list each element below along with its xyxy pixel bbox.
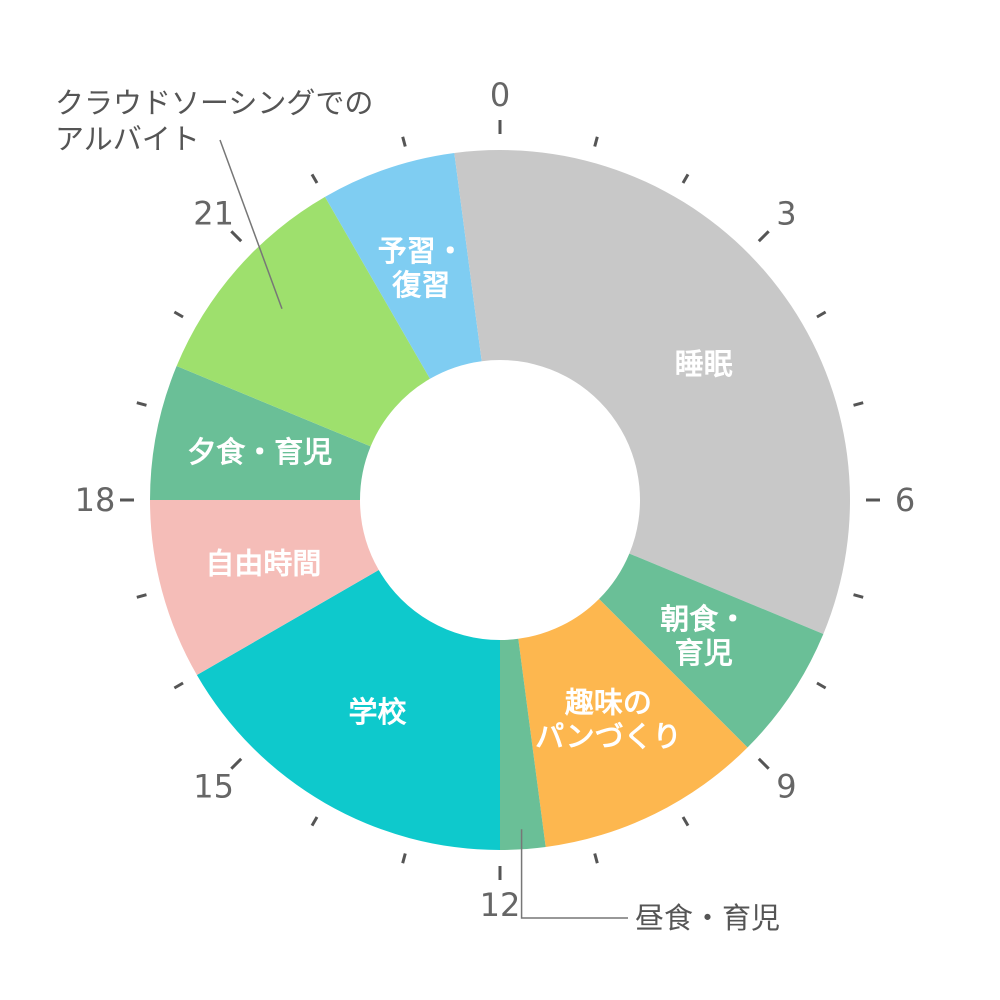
callout-label-part-time: クラウドソーシングでのアルバイト: [55, 86, 373, 156]
hour-label: 12: [480, 886, 521, 924]
donut-slice-1: [598, 553, 824, 748]
hour-tick: [853, 401, 864, 407]
hour-tick: [173, 310, 184, 319]
slice-label-6: 夕食・育児: [187, 435, 332, 469]
hour-tick: [401, 853, 407, 864]
slice-label-0: 睡眠: [675, 347, 733, 381]
hour-label: 15: [193, 767, 234, 805]
callout-leader-line: [520, 829, 628, 919]
hour-tick: [173, 681, 184, 690]
hour-tick: [310, 816, 319, 827]
hour-label: 0: [490, 76, 510, 114]
hour-tick: [230, 757, 243, 770]
hour-tick: [681, 173, 690, 184]
donut-slices: [150, 150, 851, 850]
hour-tick: [136, 593, 147, 599]
hour-label: 9: [776, 767, 796, 805]
donut-slice-5: [150, 500, 379, 675]
slice-label-8: 予習・復習: [378, 234, 465, 302]
hour-label: 3: [776, 195, 796, 233]
hour-labels: 0 3 6 9 12 15 18 21: [75, 76, 916, 924]
hour-tick: [853, 593, 864, 599]
donut-slice-8: [325, 152, 482, 379]
hour-tick: [593, 136, 599, 147]
slice-label-5: 自由時間: [205, 546, 321, 580]
hour-tick: [136, 401, 147, 407]
slice-label-4: 学校: [348, 695, 406, 729]
slice-label-1: 朝食・育児: [660, 602, 747, 670]
hour-label: 18: [75, 481, 116, 519]
hour-label: 6: [895, 481, 915, 519]
callout-label-lunch: 昼食・育児: [635, 901, 780, 935]
hour-tick: [816, 681, 827, 690]
hour-tick: [816, 310, 827, 319]
hour-tick: [593, 853, 599, 864]
donut-slice-0: [500, 150, 851, 634]
donut-slice-6: [150, 366, 371, 500]
slice-label-2: 趣味のパンづくり: [535, 686, 681, 754]
hour-tick: [757, 230, 770, 243]
hour-tick: [230, 230, 243, 243]
hour-tick: [401, 136, 407, 147]
donut-slice-9: [454, 150, 500, 362]
callout-leader-line: [219, 139, 283, 310]
donut-slice-7: [176, 196, 430, 447]
hour-label: 21: [193, 195, 234, 233]
hour-ticks: [120, 120, 880, 880]
hour-tick: [310, 173, 319, 184]
hour-tick: [681, 816, 690, 827]
donut-slice-4: [196, 570, 500, 850]
donut-slice-3: [500, 638, 546, 850]
donut-slice-2: [518, 598, 748, 848]
hour-tick: [757, 757, 770, 770]
